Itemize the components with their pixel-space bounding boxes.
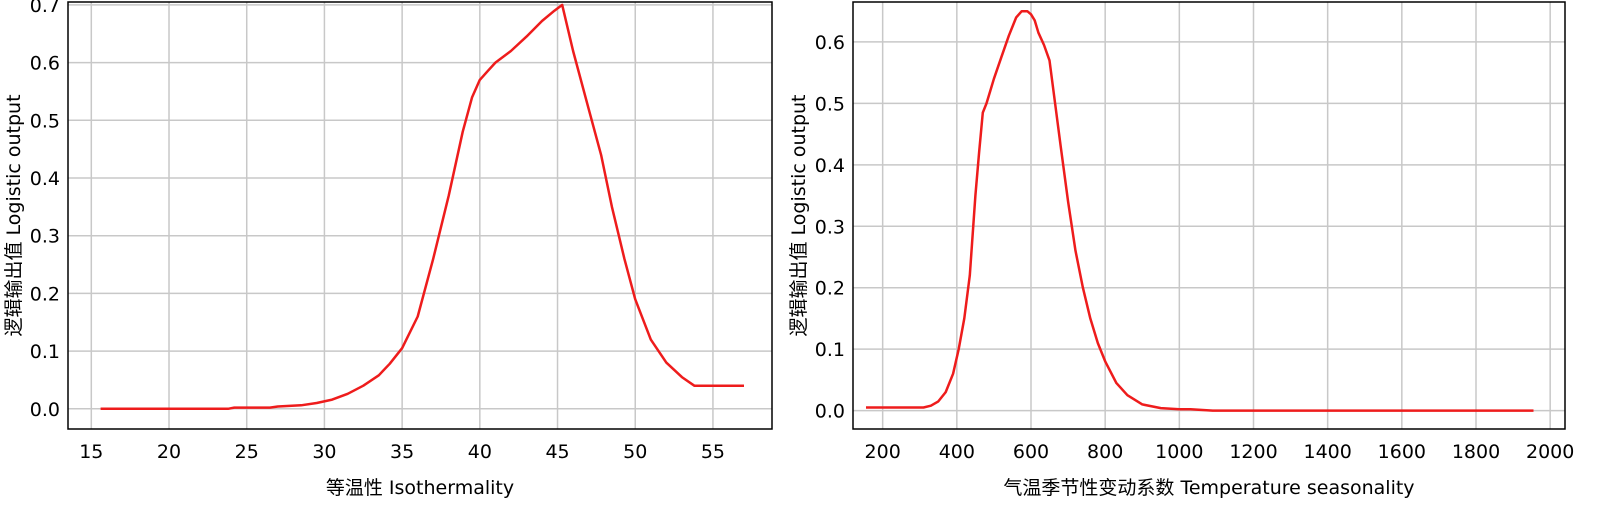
y-tick-label: 0.1 [815,339,845,361]
x-tick-label: 40 [468,441,492,463]
x-tick-label: 600 [1013,441,1049,463]
y-tick-label: 0.3 [30,226,60,248]
series-curves [866,9,1534,412]
x-tick-label: 1400 [1303,441,1351,463]
gridlines [853,2,1565,429]
y-tick-label: 0.6 [30,53,60,75]
series-curves [100,3,744,411]
y-tick-labels: 0.0 0.1 0.2 0.3 0.4 0.5 0.6 [815,32,845,423]
x-tick-labels: 200 400 600 800 1000 1200 1400 1600 1800 2000 [865,441,1575,463]
chart-isothermality: 15 20 25 30 35 40 45 50 55 0.0 0.1 0.2 0.3 0.4 0.5 0.6… [3,0,773,499]
x-tick-label: 55 [701,441,725,463]
x-tick-label: 1800 [1452,441,1500,463]
plot-frame [67,1,773,430]
x-axis-label: 等温性 Isothermality [326,477,514,499]
y-tick-label: 0.3 [815,216,845,238]
gridlines [68,2,772,429]
series-line [866,9,1534,412]
x-tick-label: 2000 [1526,441,1574,463]
y-tick-label: 0.1 [30,341,60,363]
y-tick-label: 0.5 [30,110,60,132]
x-tick-label: 1000 [1155,441,1203,463]
x-tick-label: 400 [939,441,975,463]
x-tick-label: 50 [623,441,647,463]
y-tick-label: 0.4 [30,168,60,190]
x-tick-label: 1600 [1378,441,1426,463]
x-tick-label: 15 [79,441,103,463]
y-tick-label: 0.0 [30,399,60,421]
y-tick-label: 0.6 [815,32,845,54]
y-tick-label: 0.2 [815,278,845,300]
x-tick-label: 1200 [1229,441,1277,463]
series-line [100,3,744,411]
x-tick-label: 25 [235,441,259,463]
plot-frame [852,1,1566,430]
y-axis-label: 逻辑输出值 Logistic output [3,94,25,336]
x-axis-label: 气温季节性变动系数 Temperature seasonality [1003,477,1414,499]
x-tick-label: 800 [1087,441,1123,463]
x-tick-labels: 15 20 25 30 35 40 45 50 55 [79,441,725,463]
y-axis-label: 逻辑输出值 Logistic output [788,94,810,336]
y-tick-label: 0.7 [30,0,60,17]
x-tick-label: 45 [545,441,569,463]
x-tick-label: 200 [865,441,901,463]
y-tick-label: 0.0 [815,401,845,423]
y-tick-labels: 0.0 0.1 0.2 0.3 0.4 0.5 0.6 0.7 [30,0,60,421]
x-tick-label: 35 [390,441,414,463]
x-tick-label: 30 [312,441,336,463]
y-tick-label: 0.4 [815,155,845,177]
x-tick-label: 20 [157,441,181,463]
y-tick-label: 0.5 [815,93,845,115]
y-tick-label: 0.2 [30,283,60,305]
chart-temperature-seasonality: 200 400 600 800 1000 1200 1400 1600 1800 2000 0.0… [788,1,1575,499]
